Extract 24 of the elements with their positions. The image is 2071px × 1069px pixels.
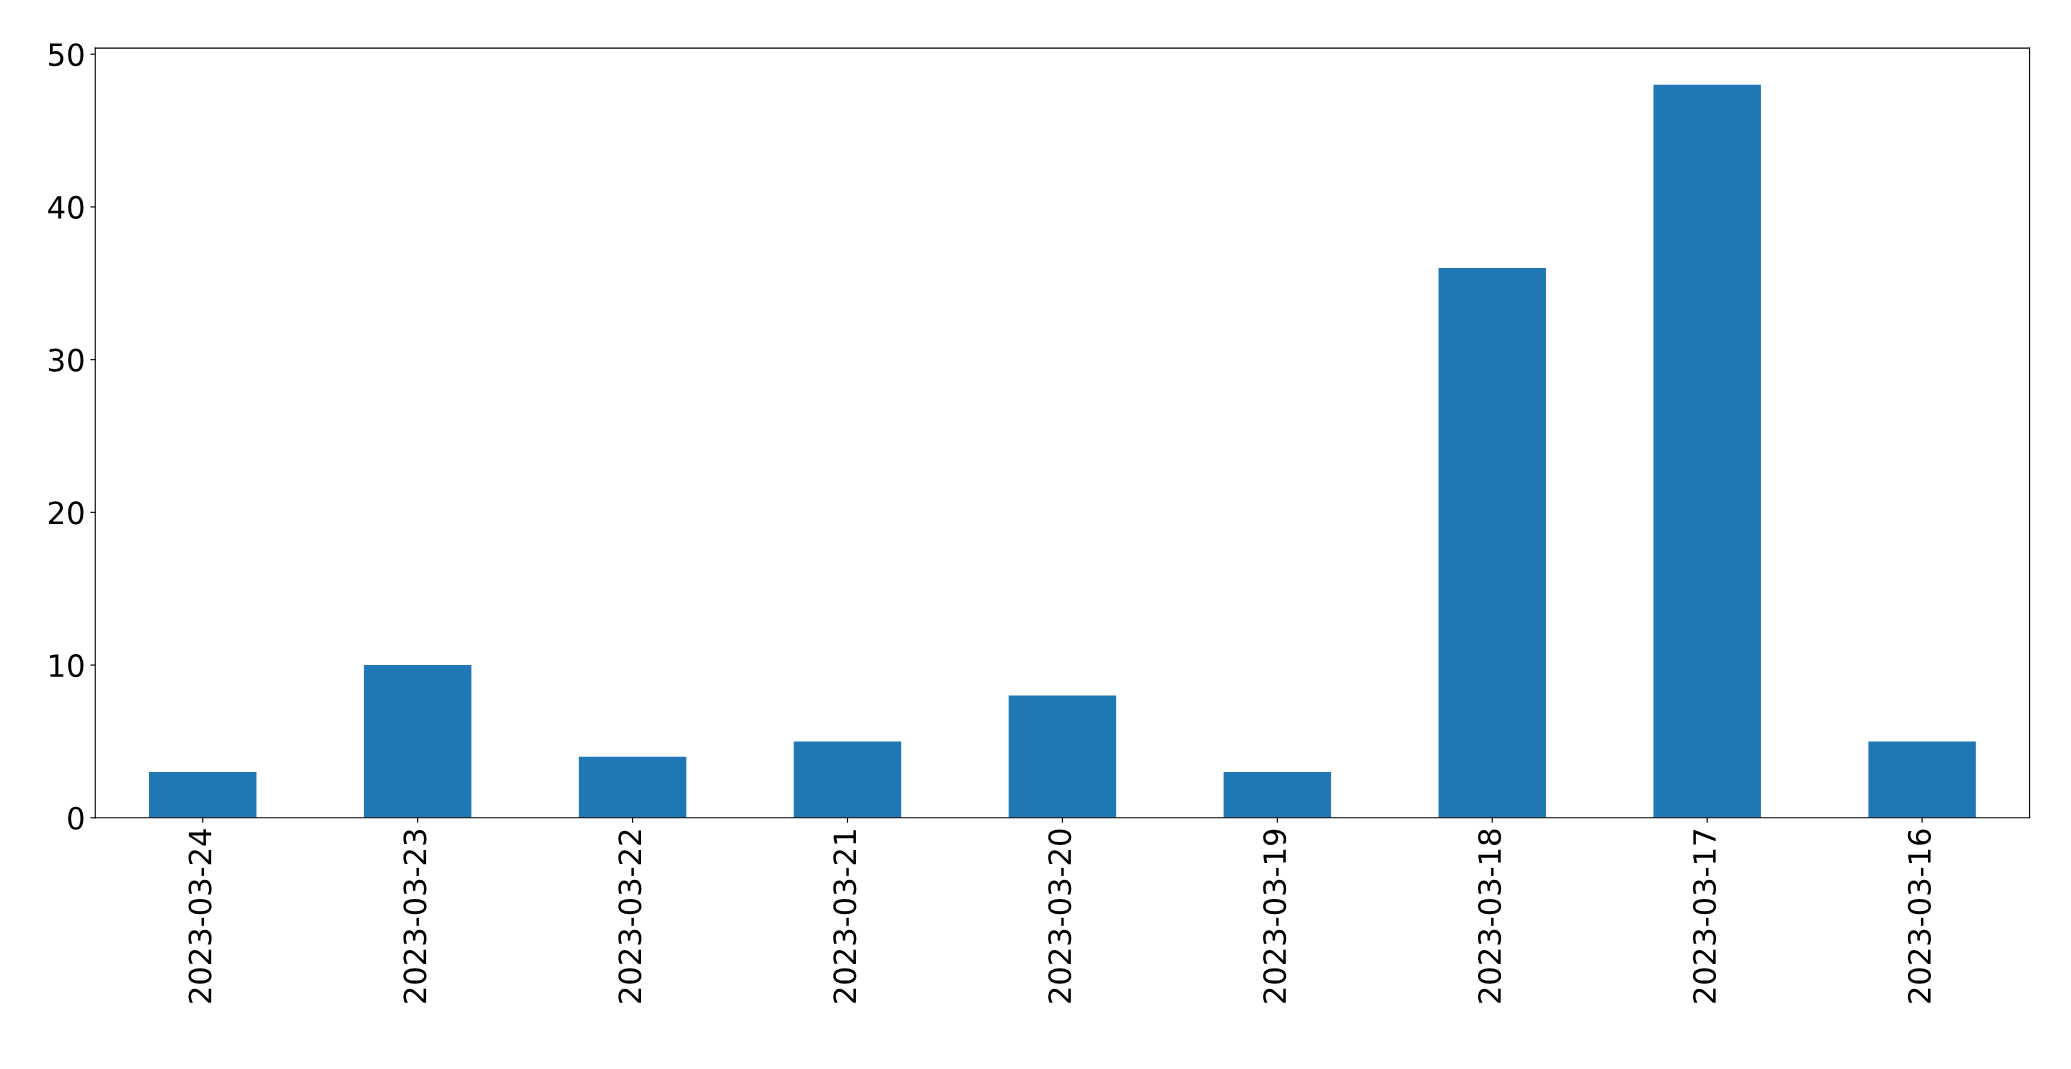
x-tick-label: 2023-03-20	[1048, 829, 1072, 1003]
y-tick-label: 30	[48, 348, 84, 372]
bar	[1008, 695, 1117, 818]
bar	[1438, 268, 1546, 818]
y-tick-label: 50	[49, 43, 84, 67]
bar	[149, 771, 257, 818]
x-tick-label: 2023-03-17	[1692, 830, 1717, 1003]
bar	[1223, 771, 1332, 818]
y-tick-label: 0	[68, 806, 84, 830]
bar	[1653, 84, 1761, 818]
bar	[578, 756, 687, 818]
y-tick-label: 40	[48, 195, 84, 219]
bar	[363, 665, 472, 818]
bar	[793, 741, 902, 818]
x-tick-label: 2023-03-18	[1478, 829, 1502, 1003]
y-tick-label: 20	[48, 501, 84, 525]
x-tick-label: 2023-03-21	[833, 830, 857, 1003]
x-tick-label: 2023-03-16	[1907, 829, 1931, 1003]
x-tick-label: 2023-03-24	[188, 829, 212, 1003]
x-tick-label: 2023-03-19	[1263, 829, 1287, 1003]
bar	[1868, 741, 1976, 818]
x-tick-label: 2023-03-22	[618, 830, 642, 1003]
x-tick-label: 2023-03-23	[403, 829, 427, 1003]
y-tick-label: 10	[50, 654, 84, 678]
